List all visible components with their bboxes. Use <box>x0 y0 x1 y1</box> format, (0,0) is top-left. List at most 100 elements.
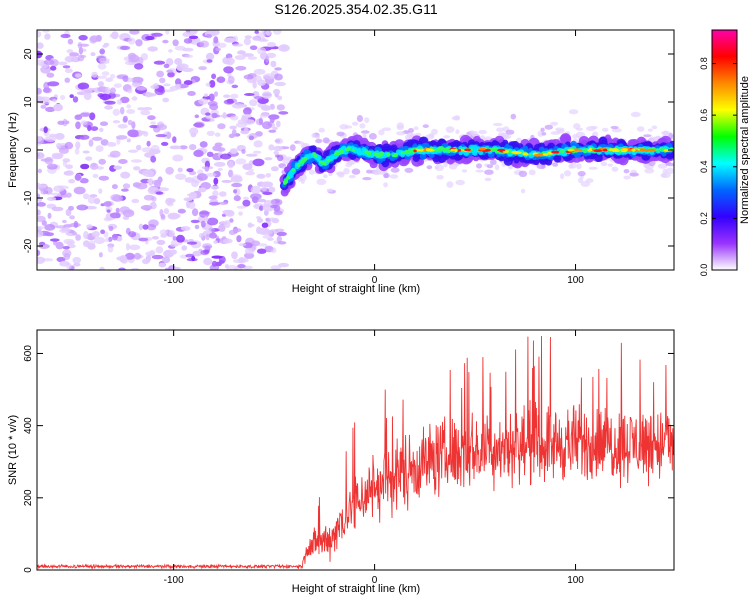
noise-blob <box>204 166 210 172</box>
halo-blob <box>577 170 586 177</box>
snr-x-ticks: -100 0 100 <box>164 330 584 586</box>
halo-blob <box>497 132 506 137</box>
halo-blob <box>282 158 291 165</box>
noise-blob <box>218 260 225 264</box>
halo-blob <box>475 169 485 173</box>
halo-blob <box>610 125 619 130</box>
halo-blob <box>316 178 327 186</box>
noise-blob <box>113 83 122 88</box>
noise-blob <box>78 34 88 41</box>
noise-blob <box>66 262 72 270</box>
noise-blob <box>235 122 248 128</box>
spectrogram-marks <box>37 30 674 270</box>
noise-blob <box>211 255 223 259</box>
noise-blob <box>150 84 160 90</box>
noise-blob <box>170 249 178 255</box>
noise-blob <box>127 88 133 94</box>
noise-blob <box>96 166 104 170</box>
noise-blob <box>261 186 267 192</box>
noise-blob <box>188 238 194 243</box>
noise-blob <box>87 196 96 204</box>
noise-blob <box>183 80 193 86</box>
noise-blob <box>127 119 133 126</box>
halo-blob <box>510 113 517 120</box>
snr-x-tick-label: 100 <box>567 575 584 586</box>
noise-blob <box>107 245 114 253</box>
halo-blob <box>404 134 414 141</box>
halo-blob <box>623 169 630 174</box>
noise-blob <box>126 109 136 114</box>
noise-blob <box>115 135 128 140</box>
halo-blob <box>555 127 565 132</box>
noise-blob <box>259 205 264 211</box>
noise-blob <box>277 241 287 245</box>
noise-blob <box>272 126 278 131</box>
noise-blob <box>41 220 47 226</box>
halo-blob <box>573 123 581 130</box>
noise-blob <box>213 36 219 44</box>
halo-blob <box>644 168 655 174</box>
halo-blob <box>311 133 316 138</box>
noise-blob <box>83 231 89 239</box>
noise-blob <box>270 199 276 204</box>
noise-blob <box>192 250 203 257</box>
noise-blob <box>198 98 209 105</box>
noise-blob <box>51 206 64 212</box>
noise-blob <box>83 240 90 248</box>
noise-blob <box>142 107 153 111</box>
noise-blob <box>209 232 217 239</box>
hot-spot <box>478 147 487 151</box>
signal-blob <box>453 141 459 148</box>
noise-blob <box>74 73 82 78</box>
noise-blob <box>261 121 272 130</box>
hot-spot <box>577 148 583 152</box>
noise-blob <box>75 141 81 150</box>
noise-blob <box>162 256 171 264</box>
noise-blob <box>178 83 189 89</box>
noise-blob <box>128 54 140 63</box>
halo-blob <box>323 174 328 179</box>
noise-blob <box>245 153 258 157</box>
noise-blob <box>148 178 154 186</box>
noise-blob <box>145 35 155 41</box>
signal-blob <box>291 168 296 172</box>
noise-blob <box>129 30 140 35</box>
noise-blob <box>131 121 136 129</box>
snr-x-label: Height of straight line (km) <box>292 583 420 595</box>
noise-blob <box>112 194 123 202</box>
noise-blob <box>149 124 160 129</box>
colorbar-ticks: 0.0 0.2 0.4 0.6 0.8 <box>699 57 737 276</box>
noise-blob <box>99 121 109 126</box>
noise-blob <box>272 145 283 152</box>
noise-blob <box>242 163 253 170</box>
noise-blob <box>206 217 219 226</box>
noise-blob <box>194 224 200 230</box>
hot-spot <box>533 154 541 157</box>
noise-blob <box>137 107 145 111</box>
hot-spot <box>413 149 417 153</box>
noise-blob <box>163 83 171 87</box>
noise-blob <box>151 254 164 260</box>
noise-blob <box>85 205 97 210</box>
noise-blob <box>37 226 45 230</box>
spectrogram-x-ticks: -100 0 100 <box>164 30 584 286</box>
noise-blob <box>278 111 289 115</box>
colorbar-label: Normalized spectral amplitude <box>739 76 750 224</box>
halo-blob <box>611 128 622 133</box>
noise-blob <box>119 106 125 115</box>
noise-blob <box>175 78 182 86</box>
noise-blob <box>183 197 193 202</box>
noise-blob <box>89 162 99 170</box>
halo-blob <box>426 165 433 170</box>
halo-blob <box>356 115 363 122</box>
noise-blob <box>213 161 226 167</box>
noise-blob <box>161 141 169 146</box>
noise-blob <box>211 73 217 80</box>
noise-blob <box>250 193 262 200</box>
noise-blob <box>79 178 89 184</box>
signal-blob <box>302 157 308 162</box>
hot-spot <box>623 148 628 152</box>
noise-blob <box>151 236 159 240</box>
noise-blob <box>172 136 177 144</box>
noise-blob <box>53 103 63 112</box>
